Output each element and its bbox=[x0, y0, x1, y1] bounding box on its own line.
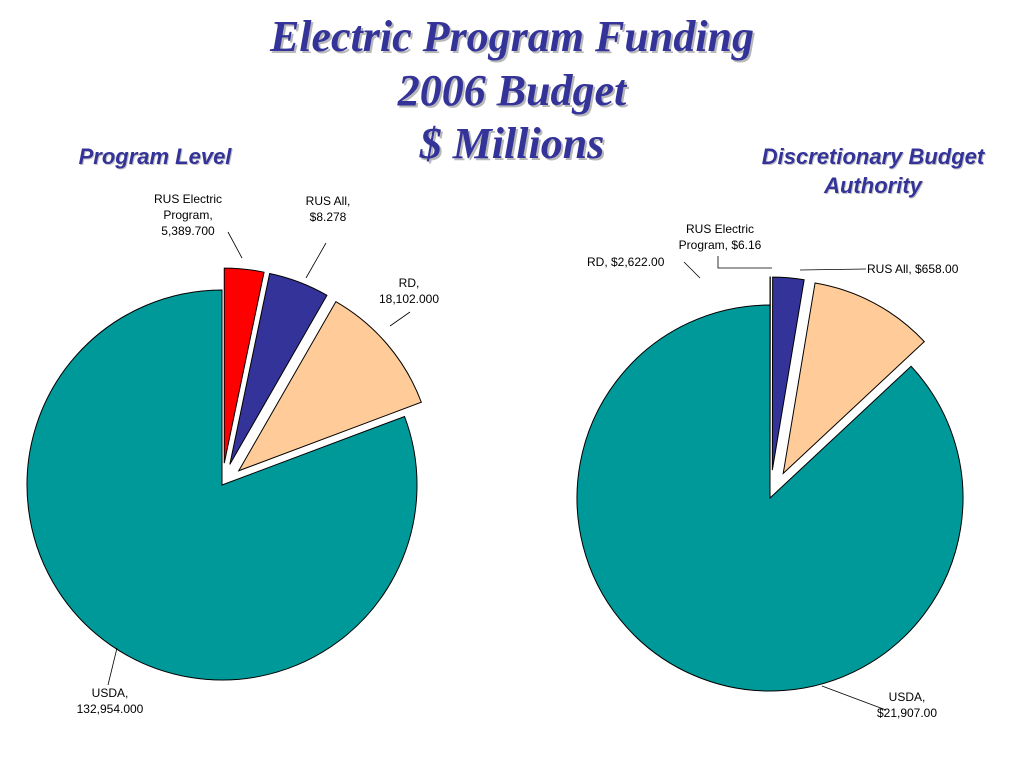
pie-slice-rus-all bbox=[229, 272, 328, 465]
leader-line-usda bbox=[107, 647, 118, 686]
pie-slice-rus-all bbox=[771, 276, 805, 471]
leader-line-rus-electric-program bbox=[227, 231, 243, 259]
pie-slice-rd bbox=[237, 300, 422, 472]
leader-line-usda bbox=[821, 685, 887, 711]
data-label-rus-all: RUS All, $658.00 bbox=[867, 262, 959, 276]
leader-line-rus-all bbox=[799, 268, 867, 271]
leader-line-rus-all bbox=[305, 242, 327, 279]
title-line-3: $ Millions bbox=[419, 119, 605, 169]
pie-slice-rd bbox=[782, 282, 926, 475]
title-line-2: 2006 Budget bbox=[397, 65, 627, 115]
leader-line-rd bbox=[683, 261, 701, 279]
right-chart-title: Discretionary Budget Authority bbox=[761, 144, 985, 198]
data-label-usda: USDA, $21,907.00 bbox=[877, 690, 937, 720]
pie-slice-usda bbox=[26, 289, 418, 681]
chart-title: Electric Program Funding 2006 Budget $ M… bbox=[0, 10, 1024, 171]
leader-line-rus-electric-program bbox=[717, 256, 772, 269]
pie-slice-rus-electric-program bbox=[223, 267, 265, 464]
data-label-rd: RD, $2,622.00 bbox=[587, 255, 665, 269]
data-label-rus-electric-program: RUS Electric Program, $6.16 bbox=[679, 222, 762, 252]
title-line-1: Electric Program Funding bbox=[269, 12, 755, 61]
data-label-rus-electric-program: RUS Electric Program, 5,389.700 bbox=[154, 192, 222, 238]
pie-program-level: RUS Electric Program, 5,389.700 RUS All, $8.… bbox=[26, 192, 439, 716]
pie-slice-usda bbox=[576, 304, 964, 692]
pie-discretionary-budget: RUS Electric Program, $6.16 RUS All, $658.… bbox=[576, 222, 964, 720]
data-label-rus-all: RUS All, $8.278 bbox=[306, 194, 351, 224]
leader-line-rd bbox=[389, 311, 411, 327]
data-label-rd: RD, 18,102.000 bbox=[379, 276, 439, 306]
data-label-usda: USDA, 132,954.000 bbox=[77, 686, 144, 716]
left-chart-title: Program Level bbox=[78, 144, 232, 169]
